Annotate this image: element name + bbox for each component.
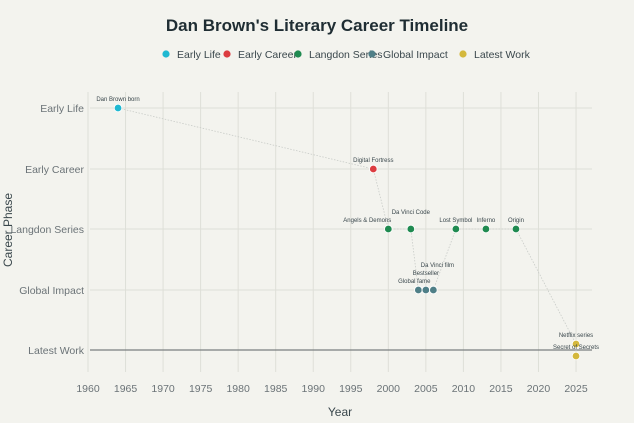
legend-marker <box>162 50 170 58</box>
legend-label: Early Life <box>177 49 221 61</box>
data-point[interactable] <box>571 351 581 361</box>
y-axis-label: Career Phase <box>1 193 15 267</box>
data-point-label: Secret of Secrets <box>553 345 599 351</box>
timeline-path <box>117 107 577 356</box>
x-tick-label: 1965 <box>114 383 138 395</box>
legend: Early Life Early Career Langdon Series Glob… <box>162 49 531 61</box>
data-point[interactable] <box>369 164 378 174</box>
data-point-label: Global fame <box>398 279 431 285</box>
data-point[interactable] <box>414 285 423 295</box>
x-tick-label: 2020 <box>527 383 551 395</box>
x-axis-label: Year <box>328 405 352 419</box>
x-tick-label: 2015 <box>489 383 513 395</box>
data-point[interactable] <box>421 285 431 295</box>
x-tick-label: 1995 <box>339 383 363 395</box>
x-tick-label: 1985 <box>264 383 288 395</box>
data-point-label: Netflix series <box>559 333 593 339</box>
data-point-label: Da Vinci film <box>421 263 454 269</box>
legend-marker <box>459 50 467 58</box>
chart-title: Dan Brown's Literary Career Timeline <box>166 16 468 35</box>
legend-label: Latest Work <box>474 49 531 61</box>
data-point-label: Angels & Demons <box>343 218 391 224</box>
x-tick-label: 2010 <box>452 383 476 395</box>
x-tick-label: 2025 <box>564 383 588 395</box>
data-point[interactable] <box>481 224 491 234</box>
data-point-label: Digital Fortress <box>353 158 393 164</box>
data-point-label: Inferno <box>477 218 496 224</box>
x-tick-label: 1960 <box>76 383 100 395</box>
connecting-line <box>117 107 577 356</box>
data-point-label: Origin <box>508 218 524 224</box>
y-tick-label: Early Career <box>25 164 84 176</box>
legend-label: Early Career <box>238 49 297 61</box>
x-tick-label: 1990 <box>302 383 326 395</box>
data-point[interactable] <box>429 285 438 295</box>
x-tick-label: 1970 <box>151 383 175 395</box>
y-tick-label: Langdon Series <box>10 224 84 236</box>
x-tick-label: 2000 <box>377 383 401 395</box>
grid: 1960 1965 1970 1975 1980 1985 1990 1995 2000 2005… <box>10 92 592 395</box>
data-point[interactable] <box>406 224 416 234</box>
legend-label: Langdon Series <box>309 49 383 61</box>
data-point[interactable] <box>571 339 581 349</box>
data-point-label: Lost Symbol <box>439 218 472 224</box>
data-point[interactable] <box>113 103 123 113</box>
data-point-label: Dan Brown born <box>96 97 139 103</box>
x-tick-label: 1980 <box>226 383 250 395</box>
data-point[interactable] <box>511 224 521 234</box>
y-tick-label: Global Impact <box>19 285 84 297</box>
legend-marker <box>223 50 231 58</box>
data-point-label: Da Vinci Code <box>392 210 431 216</box>
data-point[interactable] <box>451 224 461 234</box>
legend-label: Global Impact <box>383 49 448 61</box>
data-points: Dan Brown born Digital Fortress Angels & D… <box>96 97 599 361</box>
data-point-label: Bestseller <box>413 271 439 277</box>
data-point[interactable] <box>384 224 393 234</box>
y-tick-label: Latest Work <box>28 345 85 357</box>
x-tick-label: 1975 <box>189 383 213 395</box>
x-tick-label: 2005 <box>414 383 438 395</box>
y-tick-label: Early Life <box>40 103 84 115</box>
legend-marker <box>368 50 376 58</box>
legend-marker <box>294 50 302 58</box>
